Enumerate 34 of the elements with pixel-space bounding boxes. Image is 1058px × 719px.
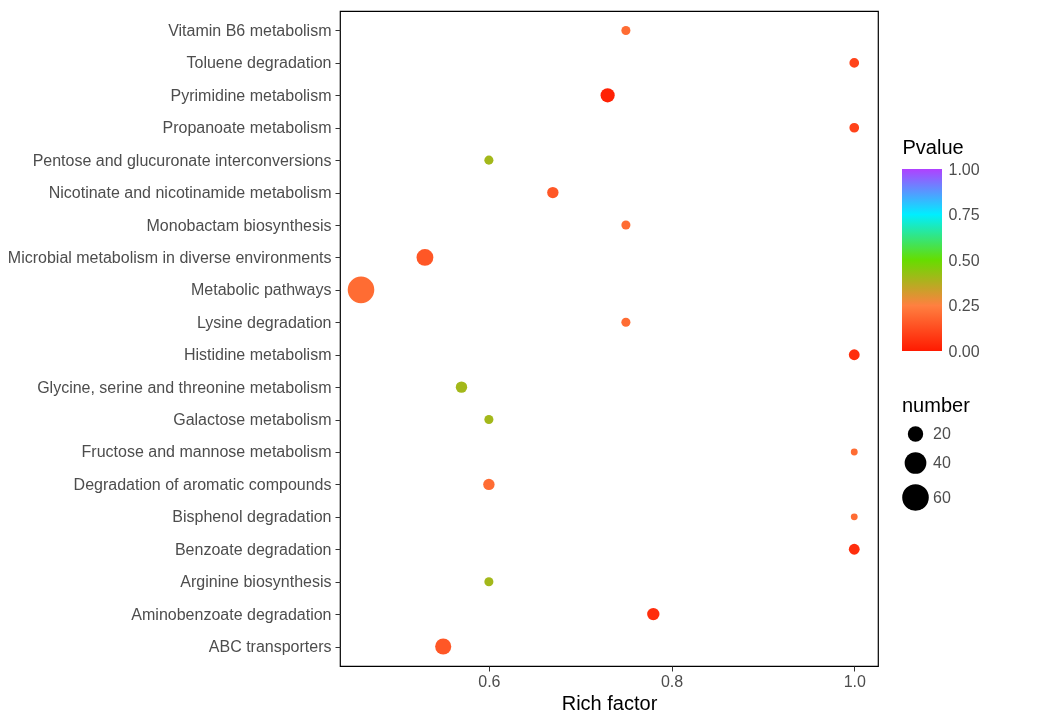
y-tick-label: Propanoate metabolism xyxy=(162,119,332,137)
y-tick-label: Arginine biosynthesis xyxy=(180,573,332,591)
x-axis-title: Rich factor xyxy=(561,691,658,714)
y-tick-label: Microbial metabolism in diverse environments xyxy=(7,248,332,266)
x-tick-label: 1.0 xyxy=(843,672,866,690)
color-bar-label: 0.00 xyxy=(948,342,980,360)
y-tick-label: Monobactam biosynthesis xyxy=(146,216,332,234)
y-tick-label: Pentose and glucuronate interconversions xyxy=(32,151,332,169)
y-tick-label: Aminobenzoate degradation xyxy=(131,605,332,623)
legend-label: 20 xyxy=(933,425,951,442)
color-bar-label: 1.00 xyxy=(948,160,980,178)
color-bar-label: 0.75 xyxy=(948,206,980,223)
legend-label: 60 xyxy=(933,488,951,506)
y-tick-label: Vitamin B6 metabolism xyxy=(168,21,332,39)
y-tick-label: Nicotinate and nicotinamide metabolism xyxy=(48,184,332,202)
legend-label: 40 xyxy=(933,454,951,471)
y-tick-label: Toluene degradation xyxy=(186,54,332,72)
y-tick-label: Lysine degradation xyxy=(196,313,332,331)
y-tick-label: Fructose and mannose metabolism xyxy=(81,443,332,461)
x-tick-label: 0.8 xyxy=(660,672,684,690)
y-tick-label: Histidine metabolism xyxy=(183,346,332,364)
y-tick-label: Degradation of aromatic compounds xyxy=(73,475,332,493)
y-tick-label: Benzoate degradation xyxy=(174,540,332,558)
y-tick-label: Bisphenol degradation xyxy=(172,508,332,526)
x-tick-label: 0.6 xyxy=(478,672,501,690)
color-bar-label: 0.25 xyxy=(948,297,980,314)
y-tick-label: Galactose metabolism xyxy=(173,411,332,429)
color-bar-label: 0.50 xyxy=(948,251,980,269)
y-tick-label: Pyrimidine metabolism xyxy=(170,86,332,104)
y-tick-label: Glycine, serine and threonine metabolism xyxy=(37,378,332,396)
y-tick-label: Metabolic pathways xyxy=(190,281,332,299)
legend-title: number xyxy=(902,394,971,416)
y-tick-label: ABC transporters xyxy=(208,638,332,656)
color-bar-title: Pvalue xyxy=(902,135,964,158)
